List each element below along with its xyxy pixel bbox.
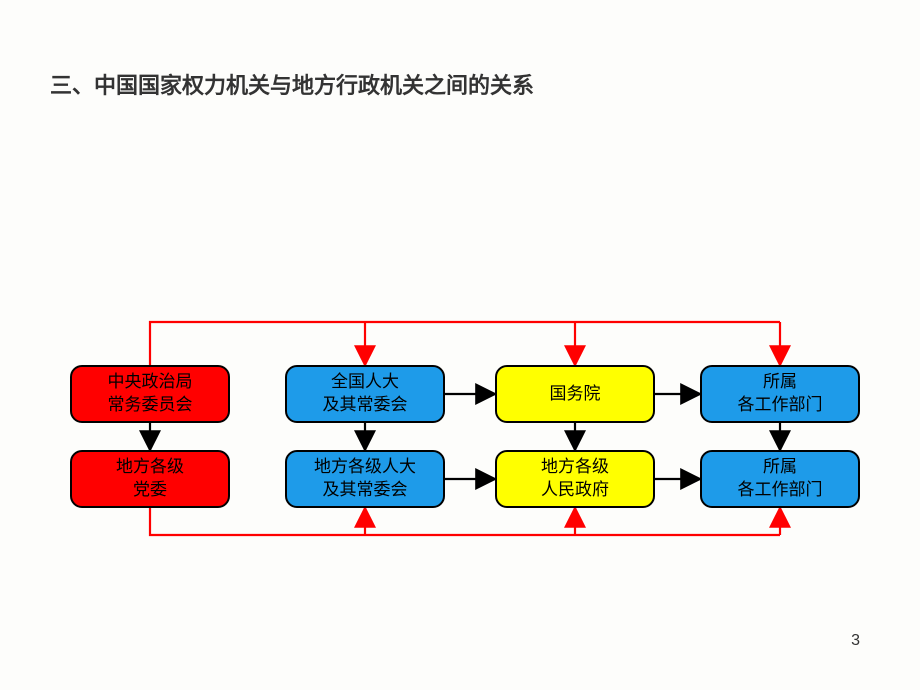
org-diagram: 中央政治局 常务委员会全国人大 及其常委会国务院所属 各工作部门地方各级 党委地…: [60, 310, 870, 545]
node-n3: 国务院: [495, 365, 655, 423]
node-n7: 地方各级 人民政府: [495, 450, 655, 508]
node-n4: 所属 各工作部门: [700, 365, 860, 423]
node-n8: 所属 各工作部门: [700, 450, 860, 508]
node-n2: 全国人大 及其常委会: [285, 365, 445, 423]
node-n1: 中央政治局 常务委员会: [70, 365, 230, 423]
connector-layer: [60, 310, 870, 545]
node-n5: 地方各级 党委: [70, 450, 230, 508]
node-n6: 地方各级人大 及其常委会: [285, 450, 445, 508]
page-title: 三、中国国家权力机关与地方行政机关之间的关系: [50, 68, 534, 100]
page-number: 3: [851, 632, 860, 650]
